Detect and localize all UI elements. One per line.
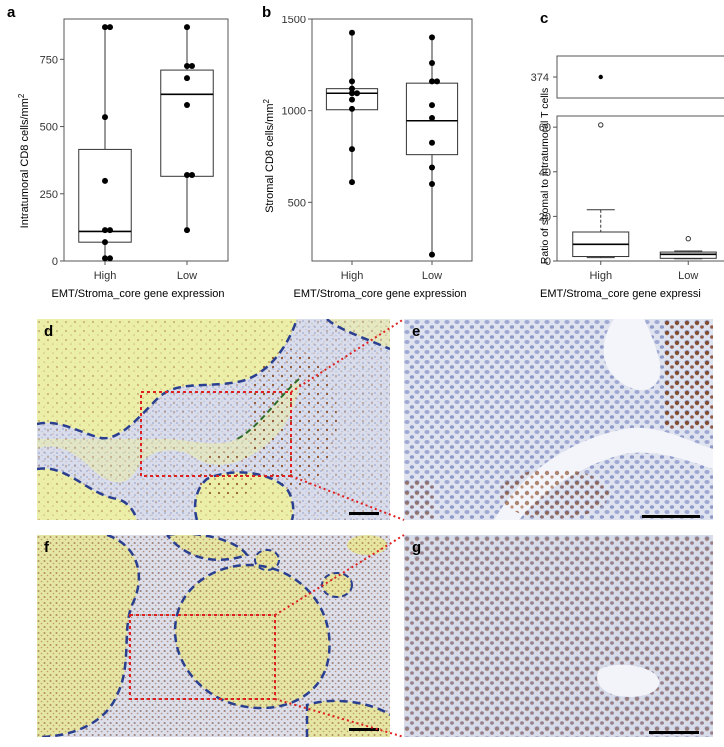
axis-label-y: Stromal CD8 cells/mm2 — [262, 99, 276, 213]
data-point — [349, 29, 355, 36]
data-point — [102, 227, 108, 234]
data-point — [102, 177, 108, 184]
data-point — [349, 85, 355, 92]
y-tick-label: 500 — [40, 122, 58, 134]
plot-frame — [556, 115, 724, 262]
data-point — [429, 34, 435, 41]
y-tick-label: 40 — [539, 167, 551, 179]
break-data-point — [598, 74, 603, 80]
data-point — [102, 114, 108, 121]
panel-letter-e: e — [412, 323, 421, 340]
x-tick-label-high: High — [94, 270, 117, 282]
data-point — [184, 102, 190, 109]
x-tick-label-low: Low — [678, 270, 698, 282]
panel-letter-c: c — [540, 10, 549, 27]
y-tick-label: 750 — [40, 54, 58, 66]
data-point — [349, 90, 355, 97]
data-point — [349, 78, 355, 85]
panel-letter-b: b — [262, 4, 272, 21]
y-tick-label: 500 — [288, 197, 306, 209]
break-tick-label: 374 — [531, 72, 549, 84]
data-point — [429, 102, 435, 109]
data-point — [189, 63, 195, 70]
x-tick-label-low: Low — [422, 270, 442, 282]
data-point — [189, 171, 195, 178]
data-point — [102, 255, 108, 262]
data-point — [102, 239, 108, 246]
axis-label-y: Ratio of stromal to intratumoral T cells — [539, 88, 551, 264]
x-tick-label-high: High — [341, 270, 364, 282]
histology-zoom-e — [404, 319, 713, 520]
axis-label-x: EMT/Stroma_core gene expressi — [540, 288, 701, 300]
x-tick-label-high: High — [589, 270, 612, 282]
data-point — [429, 251, 435, 258]
data-point — [429, 139, 435, 146]
data-point — [349, 105, 355, 112]
box-low — [160, 69, 214, 177]
data-point — [184, 171, 190, 178]
data-point — [349, 96, 355, 103]
box-low — [659, 251, 717, 259]
panel-letter-g: g — [412, 539, 422, 556]
panel-letter-d: d — [44, 323, 54, 340]
data-point — [429, 78, 435, 85]
data-point — [429, 164, 435, 171]
panel-letter-a: a — [7, 4, 16, 21]
data-point — [434, 78, 440, 85]
data-point — [429, 60, 435, 66]
axis-label-x: EMT/Stroma_core gene expression — [293, 288, 466, 300]
y-tick-label: 60 — [539, 122, 551, 134]
data-point — [429, 181, 435, 187]
histology-image-d — [37, 319, 390, 520]
y-tick-label: 250 — [40, 189, 58, 201]
data-point — [102, 24, 108, 31]
histology-image-f — [37, 535, 390, 737]
y-tick-label: 0 — [52, 256, 58, 268]
outlier-point — [685, 235, 691, 242]
break-panel-frame — [556, 55, 724, 99]
data-point — [349, 146, 355, 153]
chart-b-stromal-cd8: Stromal CD8 cells/mm2 EMT/Stroma_core ge… — [262, 16, 473, 300]
data-point — [107, 227, 113, 234]
data-point — [184, 24, 190, 31]
panel-letter-f: f — [44, 539, 49, 556]
box-high — [78, 148, 132, 243]
y-tick-label: 20 — [539, 211, 551, 223]
histology-zoom-g — [404, 535, 713, 737]
data-point — [184, 75, 190, 82]
chart-c-ratio: Ratio of stromal to intratumoral T cells… — [531, 55, 724, 300]
plot-frame — [63, 18, 229, 262]
plot-frame — [311, 18, 473, 262]
y-tick-label: 1000 — [282, 106, 306, 118]
x-tick-label-low: Low — [177, 270, 197, 282]
y-tick-label: 0 — [545, 256, 551, 268]
outlier-point — [598, 122, 604, 128]
chart-a-intratumoral-cd8: Intratumoral CD8 cells/mm2 EMT/Stroma_co… — [17, 18, 229, 300]
y-tick-label: 1500 — [282, 16, 306, 26]
data-point — [107, 24, 113, 31]
data-point — [429, 115, 435, 121]
data-point — [354, 90, 360, 97]
data-point — [349, 179, 355, 186]
data-point — [184, 63, 190, 70]
data-point — [107, 255, 113, 262]
axis-label-y: Intratumoral CD8 cells/mm2 — [17, 93, 31, 228]
axis-label-x: EMT/Stroma_core gene expression — [51, 288, 224, 300]
data-point — [184, 227, 190, 234]
